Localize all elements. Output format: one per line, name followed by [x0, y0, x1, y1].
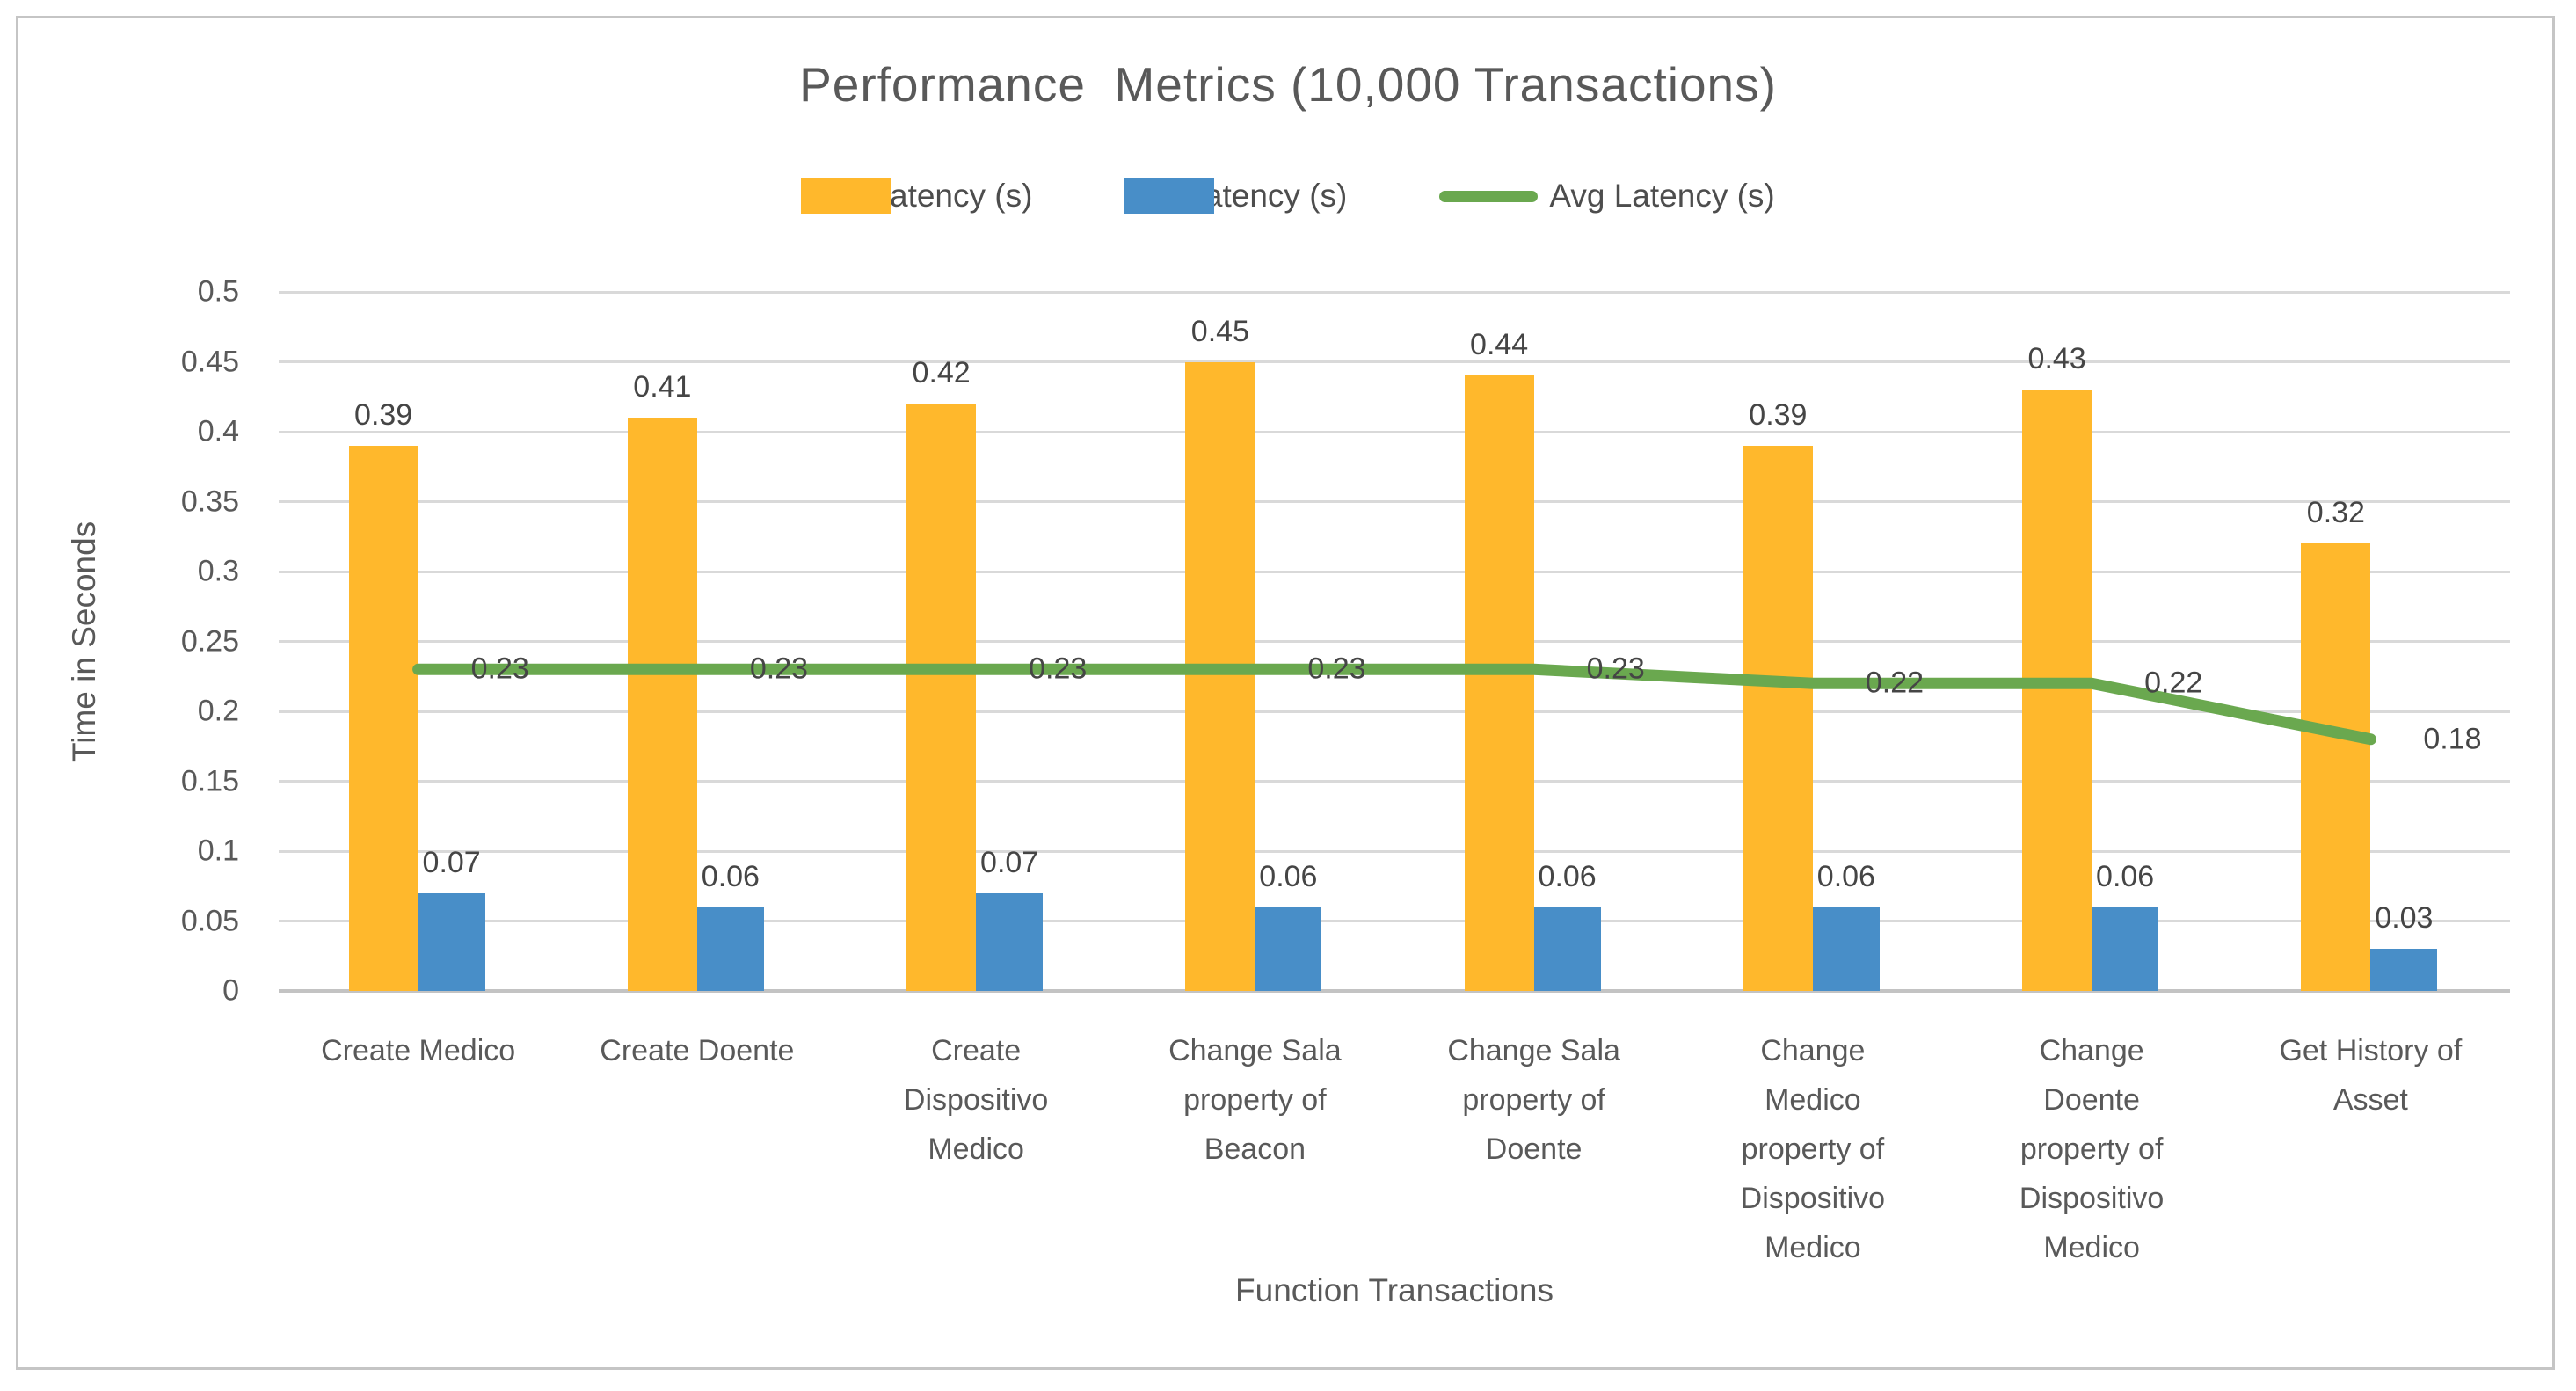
gridline: [279, 920, 2510, 922]
max-latency-bar: [1185, 361, 1255, 991]
chart-title: Performance Metrics (10,000 Transactions…: [799, 57, 1777, 112]
x-category-label: Change Doente property of Dispositivo Me…: [2019, 1034, 2165, 1264]
y-tick-label: 0.3: [197, 554, 239, 588]
y-tick-label: 0.2: [197, 694, 239, 728]
min-latency-bar: [1812, 907, 1880, 991]
x-category-label: Create Doente: [600, 1034, 795, 1067]
legend: Max Latency (s) Min Latency (s) Avg Late…: [0, 178, 2576, 215]
x-axis-zero-line: [279, 989, 2510, 993]
y-tick-label: 0.1: [197, 834, 239, 868]
gridline: [279, 430, 2510, 433]
legend-label-avg-latency: Avg Latency (s): [1549, 178, 1775, 214]
max-latency-bar: [906, 404, 977, 991]
min-latency-bar: [2370, 949, 2438, 991]
x-category-label: Get History of Asset: [2279, 1034, 2463, 1117]
x-axis-title: Function Transactions: [1235, 1272, 1554, 1308]
gridline: [279, 290, 2510, 294]
x-category-label: Change Sala property of Doente: [1447, 1034, 1620, 1166]
gridline: [279, 640, 2510, 643]
min-latency-bar: [1533, 907, 1601, 991]
x-category-label: Change Medico property of Dispositivo Me…: [1740, 1034, 1886, 1264]
y-tick-label: 0.35: [180, 484, 239, 518]
legend-swatch-min-bar: [1124, 178, 1215, 214]
gridline: [279, 570, 2510, 573]
min-latency-bar: [1255, 907, 1322, 991]
plot-area: [279, 290, 2510, 993]
gridline: [279, 500, 2510, 503]
min-latency-bar: [2092, 907, 2159, 991]
gridline: [279, 710, 2510, 713]
y-tick-label: 0.4: [197, 414, 239, 448]
y-tick-label: 0.45: [180, 345, 239, 378]
x-category-label: Change Sala property of Beacon: [1168, 1034, 1342, 1166]
y-tick-label: 0.5: [197, 274, 239, 309]
legend-item-min-latency: Min Latency (s): [1124, 178, 1347, 215]
legend-item-max-latency: Max Latency (s): [801, 178, 1032, 215]
max-latency-bar: [2022, 390, 2092, 991]
min-latency-bar: [696, 907, 764, 991]
y-tick-label: 0: [222, 973, 239, 1008]
min-latency-bar: [418, 892, 485, 991]
legend-item-avg-latency: Avg Latency (s): [1439, 178, 1775, 215]
max-latency-bar: [1464, 375, 1534, 991]
avg-latency-line: [412, 663, 2376, 746]
avg-latency-polyline: [412, 663, 2376, 746]
legend-swatch-max-bar: [801, 178, 891, 214]
y-tick-label: 0.15: [180, 764, 239, 797]
gridline: [279, 360, 2510, 363]
x-category-label: Create Dispositivo Medico: [903, 1034, 1049, 1166]
max-latency-bar: [348, 445, 418, 991]
max-latency-bar: [1743, 445, 1813, 991]
x-category-label: Create Medico: [321, 1034, 516, 1067]
y-axis-tick-labels: 0.5 0.45 0.4 0.35 0.3 0.25 0.2 0.15 0.1 0.05 0: [0, 275, 253, 1008]
legend-swatch-avg-line: [1439, 190, 1539, 202]
max-latency-bar: [627, 418, 697, 991]
max-latency-bar: [2301, 543, 2371, 991]
min-latency-bar: [976, 892, 1044, 991]
gridline: [279, 849, 2510, 853]
y-tick-label: 0.25: [180, 624, 239, 658]
y-tick-label: 0.05: [180, 904, 239, 937]
gridline: [279, 780, 2510, 783]
